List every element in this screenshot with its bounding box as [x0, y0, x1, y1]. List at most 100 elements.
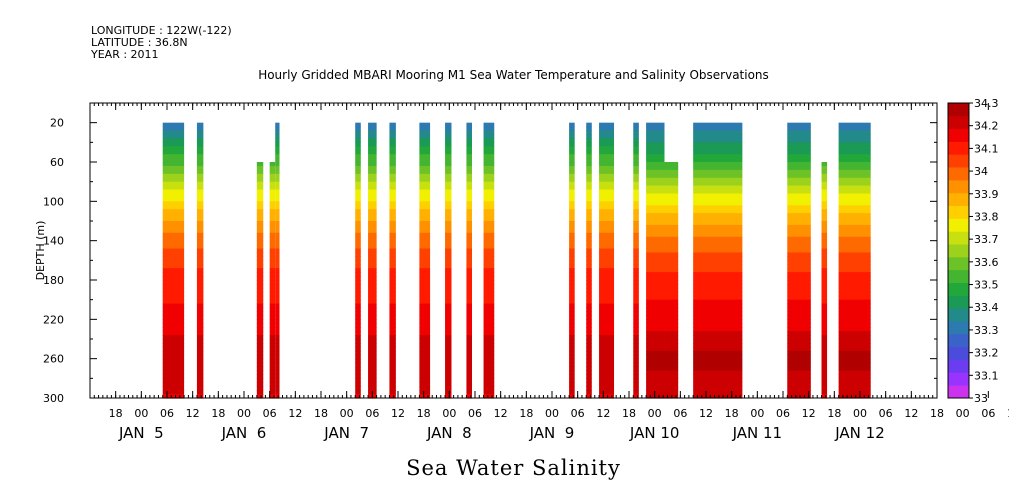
salinity-cell	[355, 339, 361, 344]
salinity-cell	[693, 339, 743, 344]
salinity-cell	[586, 280, 592, 285]
salinity-cell	[269, 224, 276, 230]
salinity-cell	[269, 335, 276, 340]
salinity-cell	[787, 138, 811, 143]
salinity-cell	[275, 327, 280, 332]
salinity-cell	[355, 374, 361, 379]
salinity-cell	[664, 201, 679, 206]
salinity-cell	[664, 276, 679, 281]
salinity-cell	[269, 177, 276, 183]
salinity-cell	[389, 354, 396, 360]
salinity-cell	[269, 228, 276, 234]
salinity-cell	[275, 366, 280, 372]
salinity-cell	[355, 323, 361, 328]
latitude-label: LATITUDE : 36.8N	[91, 36, 188, 49]
salinity-cell	[599, 162, 615, 167]
salinity-cell	[633, 354, 639, 360]
salinity-cell	[569, 134, 575, 139]
salinity-cell	[646, 169, 665, 175]
salinity-cell	[162, 185, 185, 191]
salinity-cell	[196, 154, 204, 159]
salinity-cell	[693, 331, 743, 336]
salinity-cell	[389, 169, 396, 175]
salinity-cell	[569, 236, 575, 242]
salinity-cell	[787, 283, 811, 289]
salinity-cell	[196, 339, 204, 344]
salinity-cell	[599, 185, 615, 191]
salinity-cell	[256, 173, 264, 179]
salinity-cell	[445, 272, 452, 277]
salinity-cell	[483, 213, 495, 218]
salinity-cell	[355, 252, 361, 257]
salinity-cell	[355, 181, 361, 187]
salinity-cell	[389, 346, 396, 352]
salinity-cell	[445, 213, 452, 218]
salinity-cell	[633, 350, 639, 356]
salinity-cell	[633, 146, 639, 151]
salinity-cell	[821, 181, 828, 187]
salinity-cell	[838, 370, 871, 375]
colorbar-swatch	[948, 167, 969, 181]
salinity-cell	[389, 205, 396, 210]
salinity-cell	[368, 303, 377, 309]
salinity-cell	[693, 205, 743, 210]
salinity-cell	[569, 162, 575, 167]
salinity-cell	[787, 193, 811, 198]
salinity-cell	[389, 126, 396, 132]
salinity-cell	[599, 319, 615, 324]
salinity-cell	[821, 291, 828, 297]
salinity-cell	[389, 252, 396, 257]
salinity-cell	[196, 146, 204, 151]
salinity-cell	[569, 221, 575, 226]
salinity-cell	[693, 390, 743, 395]
salinity-cell	[368, 134, 377, 139]
salinity-cell	[838, 323, 871, 328]
salinity-cell	[569, 248, 575, 254]
salinity-cell	[368, 252, 377, 257]
salinity-cell	[419, 205, 431, 210]
salinity-cell	[256, 299, 264, 305]
salinity-cell	[569, 394, 575, 399]
salinity-cell	[633, 260, 639, 265]
colorbar-swatch	[948, 103, 969, 117]
salinity-cell	[838, 350, 871, 356]
salinity-cell	[275, 185, 280, 191]
colorbar-swatch	[948, 256, 969, 271]
salinity-cell	[389, 228, 396, 234]
salinity-cell	[633, 173, 639, 179]
salinity-cell	[787, 303, 811, 309]
salinity-cell	[483, 331, 495, 336]
salinity-cell	[646, 221, 665, 226]
salinity-cell	[275, 382, 280, 387]
salinity-cell	[162, 248, 185, 254]
salinity-cell	[196, 181, 204, 187]
salinity-cell	[419, 378, 431, 383]
salinity-cell	[419, 244, 431, 250]
salinity-cell	[466, 205, 472, 210]
colorbar-frame	[947, 102, 970, 399]
salinity-cell	[646, 189, 665, 195]
salinity-cell	[633, 339, 639, 344]
salinity-cell	[664, 260, 679, 265]
salinity-cell	[821, 366, 828, 372]
salinity-cell	[162, 291, 185, 297]
salinity-cell	[664, 390, 679, 395]
salinity-cell	[368, 370, 377, 375]
salinity-cell	[599, 169, 615, 175]
salinity-cell	[599, 134, 615, 139]
salinity-cell	[275, 319, 280, 324]
salinity-cell	[586, 193, 592, 198]
salinity-cell	[466, 346, 472, 352]
salinity-cell	[787, 173, 811, 179]
salinity-cell	[664, 315, 679, 320]
salinity-cell	[586, 327, 592, 332]
salinity-cell	[693, 146, 743, 151]
salinity-cell	[787, 134, 811, 139]
salinity-cell	[466, 217, 472, 222]
salinity-cell	[633, 291, 639, 297]
salinity-cell	[445, 252, 452, 257]
salinity-cell	[693, 276, 743, 281]
salinity-cell	[693, 240, 743, 246]
salinity-cell	[569, 193, 575, 198]
salinity-cell	[646, 165, 665, 171]
